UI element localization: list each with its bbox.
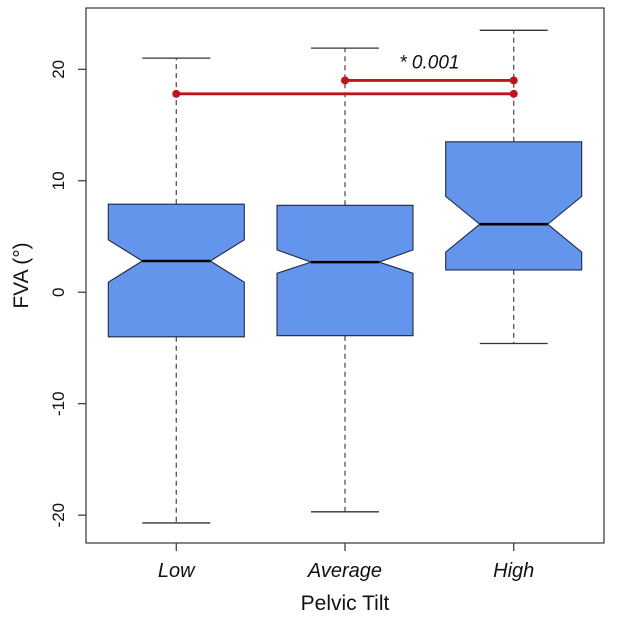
box-average	[276, 47, 414, 513]
x-axis: Low Average High	[158, 543, 534, 582]
significance-dot	[172, 89, 181, 98]
box-body	[276, 204, 414, 337]
significance-dot	[509, 76, 518, 85]
boxes-layer	[107, 29, 583, 524]
y-axis-title: FVA (°)	[10, 242, 33, 308]
significance-dot	[341, 76, 349, 85]
box-low	[107, 57, 245, 524]
box-high	[445, 29, 583, 345]
y-tick-label: 0	[49, 287, 68, 296]
x-tick-label: High	[493, 560, 534, 582]
y-axis: -20 -10 0 10 20	[49, 60, 86, 528]
significance-dot	[509, 89, 518, 98]
y-tick-label: -20	[49, 503, 68, 528]
y-tick-label: 20	[49, 60, 68, 79]
significance-layer: * 0.001	[172, 52, 518, 98]
x-tick-label: Low	[158, 560, 196, 582]
significance-low-high	[172, 89, 518, 98]
box-body	[445, 141, 583, 271]
y-tick-label: 10	[49, 171, 68, 190]
significance-label: * 0.001	[399, 52, 459, 73]
x-axis-title: Pelvic Tilt	[301, 592, 390, 615]
significance-average-high: * 0.001	[341, 52, 518, 85]
box-body	[107, 203, 245, 338]
x-tick-label: Average	[307, 560, 382, 582]
y-tick-label: -10	[49, 391, 68, 416]
